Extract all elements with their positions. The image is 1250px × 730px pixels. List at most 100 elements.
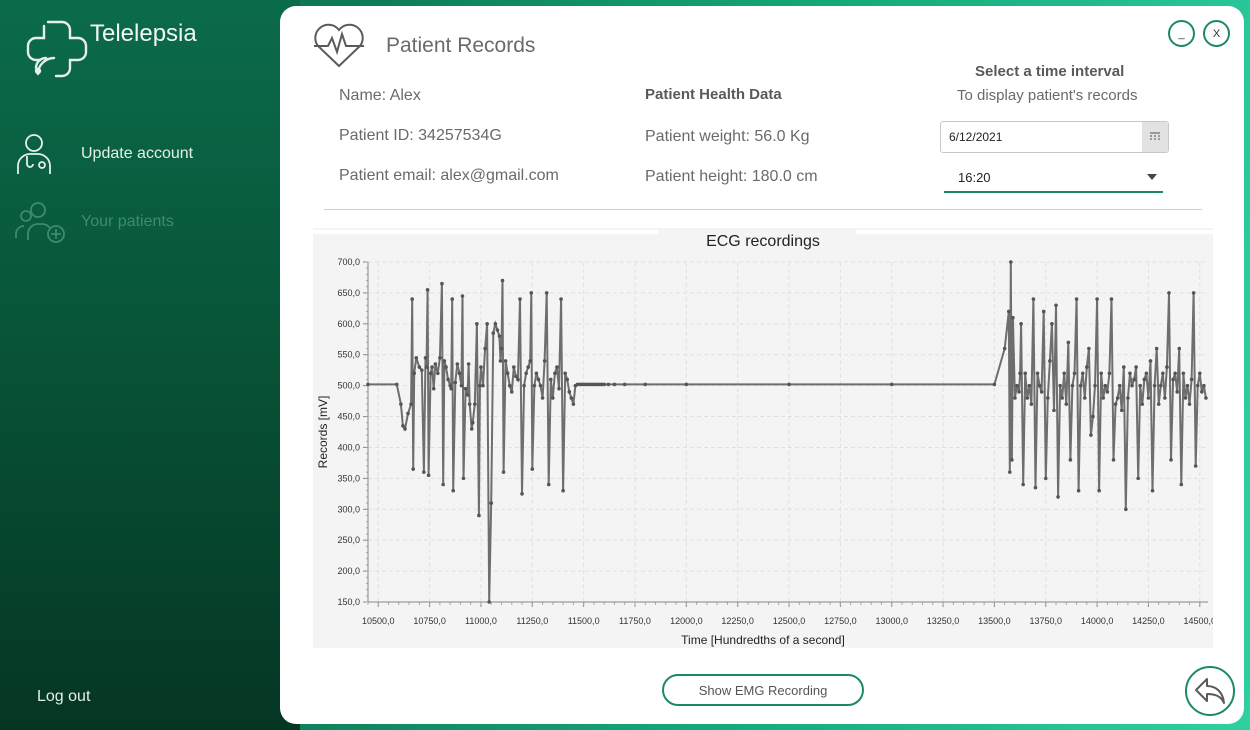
data-point bbox=[555, 365, 559, 369]
data-point bbox=[1175, 390, 1179, 394]
data-point bbox=[1041, 309, 1046, 314]
date-picker[interactable]: 6/12/2021 bbox=[940, 121, 1169, 153]
minimize-button[interactable]: _ bbox=[1168, 20, 1195, 47]
x-tick-label: 12250,0 bbox=[721, 616, 754, 626]
data-point bbox=[520, 492, 524, 496]
back-button[interactable] bbox=[1185, 666, 1235, 716]
data-point bbox=[469, 427, 474, 431]
data-point bbox=[485, 322, 489, 326]
data-point bbox=[455, 362, 460, 366]
data-point bbox=[423, 356, 428, 360]
data-point bbox=[1056, 495, 1060, 499]
data-point bbox=[1165, 365, 1169, 369]
data-point bbox=[1031, 297, 1036, 301]
data-point bbox=[420, 368, 424, 372]
patient-id: Patient ID: 34257534G bbox=[339, 127, 502, 144]
data-point bbox=[1187, 402, 1192, 406]
data-point bbox=[411, 467, 415, 471]
data-point bbox=[1029, 402, 1034, 406]
close-button[interactable]: X bbox=[1203, 20, 1230, 47]
main-panel: Patient Records _ X Name: Alex Patient I… bbox=[280, 6, 1244, 724]
data-point bbox=[1138, 383, 1143, 388]
divider bbox=[324, 209, 1202, 210]
data-point bbox=[403, 427, 407, 431]
data-point bbox=[1087, 346, 1091, 351]
data-point bbox=[1002, 346, 1007, 351]
data-point bbox=[561, 488, 565, 493]
data-point bbox=[1060, 396, 1064, 400]
data-point bbox=[451, 488, 456, 493]
calendar-icon[interactable] bbox=[1142, 122, 1168, 152]
data-point bbox=[522, 383, 526, 388]
data-point bbox=[1144, 371, 1149, 376]
doctor-icon bbox=[17, 134, 51, 174]
data-point bbox=[512, 365, 516, 369]
data-point bbox=[401, 424, 405, 428]
data-point bbox=[467, 402, 472, 406]
data-point bbox=[1043, 476, 1048, 481]
chart-title: ECG recordings bbox=[706, 233, 820, 250]
sidebar-item-update-account[interactable]: Update account bbox=[14, 132, 193, 176]
data-point bbox=[1095, 297, 1099, 301]
data-point bbox=[475, 322, 479, 326]
sidebar-item-your-patients[interactable]: Your patients bbox=[14, 200, 174, 244]
sidebar: Telelepsia Update account Your patients bbox=[0, 0, 300, 730]
y-tick-label: 500,0 bbox=[337, 381, 360, 391]
data-point bbox=[1025, 396, 1030, 400]
data-point bbox=[406, 411, 410, 416]
data-point bbox=[1185, 383, 1190, 388]
data-point bbox=[491, 331, 496, 335]
data-point bbox=[1111, 458, 1116, 462]
data-point bbox=[446, 377, 450, 382]
data-point bbox=[534, 371, 539, 376]
data-point bbox=[1150, 488, 1155, 493]
data-point bbox=[493, 322, 498, 326]
interval-subtitle: To display patient's records bbox=[957, 87, 1138, 104]
data-point bbox=[497, 334, 502, 338]
x-tick-label: 12000,0 bbox=[670, 616, 703, 626]
data-point bbox=[449, 386, 453, 391]
data-point bbox=[1119, 408, 1124, 413]
data-point bbox=[1048, 359, 1052, 363]
data-point bbox=[1070, 383, 1075, 388]
data-point bbox=[470, 420, 475, 425]
data-point bbox=[1167, 291, 1171, 295]
time-value: 16:20 bbox=[958, 169, 991, 185]
data-point bbox=[1197, 371, 1202, 376]
data-point bbox=[1107, 371, 1112, 376]
time-select[interactable]: 16:20 bbox=[944, 163, 1163, 193]
data-point bbox=[1037, 383, 1042, 388]
data-point bbox=[438, 356, 442, 360]
show-emg-button[interactable]: Show EMG Recording bbox=[662, 674, 864, 706]
data-point bbox=[453, 380, 458, 385]
data-point bbox=[444, 365, 448, 369]
data-point bbox=[1103, 383, 1108, 388]
data-point bbox=[1181, 371, 1186, 376]
back-arrow-icon bbox=[1195, 678, 1225, 704]
data-point bbox=[1068, 458, 1073, 462]
x-tick-label: 13000,0 bbox=[875, 616, 908, 626]
data-point bbox=[489, 501, 494, 505]
data-point bbox=[1080, 371, 1085, 376]
data-point bbox=[1008, 470, 1012, 474]
data-point bbox=[495, 328, 500, 332]
logout-link[interactable]: Log out bbox=[37, 688, 91, 705]
interval-title: Select a time interval bbox=[975, 63, 1125, 80]
data-point bbox=[448, 383, 452, 388]
data-point bbox=[529, 291, 534, 295]
data-point bbox=[538, 383, 543, 388]
data-point bbox=[472, 402, 477, 406]
data-point bbox=[1142, 377, 1147, 382]
y-tick-label: 450,0 bbox=[337, 412, 360, 422]
data-point bbox=[1200, 390, 1204, 394]
x-tick-label: 11250,0 bbox=[516, 616, 548, 626]
data-point bbox=[1117, 383, 1122, 388]
y-tick-label: 400,0 bbox=[337, 442, 360, 452]
patient-weight: Patient weight: 56.0 Kg bbox=[645, 128, 810, 145]
data-point bbox=[1091, 414, 1095, 419]
data-point bbox=[563, 371, 567, 376]
y-tick-label: 150,0 bbox=[337, 597, 360, 607]
data-point bbox=[430, 365, 434, 369]
data-point bbox=[1204, 396, 1208, 400]
data-point bbox=[567, 390, 572, 394]
